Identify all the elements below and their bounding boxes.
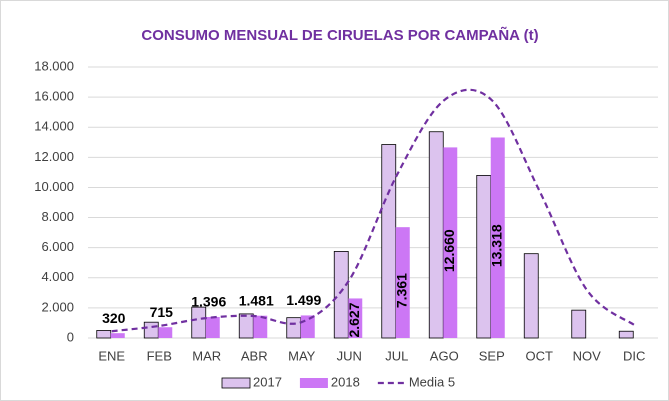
data-label: 320 (102, 310, 126, 326)
y-tick-label: 18.000 (34, 58, 74, 73)
bar (143, 321, 159, 339)
y-tick-label: 12.000 (34, 149, 74, 164)
bar (110, 333, 125, 338)
bar (205, 316, 220, 338)
y-tick-label: 10.000 (34, 179, 74, 194)
y-tick-label: 16.000 (34, 89, 74, 104)
x-tick-label: FEB (147, 348, 172, 363)
bar (348, 298, 363, 338)
bar (286, 317, 302, 339)
y-tick-label: 0 (67, 329, 74, 344)
data-label: 1.396 (191, 294, 226, 310)
legend-label: Media 5 (409, 374, 455, 389)
bar (253, 315, 268, 338)
bar (571, 309, 587, 339)
x-tick-label: MAY (288, 348, 316, 363)
x-tick-label: AGO (430, 348, 459, 363)
chart-title: CONSUMO MENSUAL DE CIRUELAS POR CAMPAÑA … (141, 26, 538, 44)
data-label: 13.318 (488, 224, 504, 267)
legend-key (299, 378, 328, 388)
bar (191, 306, 207, 339)
legend-label: 2018 (331, 374, 360, 389)
x-tick-label: SEP (479, 348, 505, 363)
y-tick-label: 14.000 (34, 119, 74, 134)
bar (490, 137, 505, 338)
y-tick-label: 8.000 (41, 209, 74, 224)
legend-label: 2017 (253, 374, 282, 389)
x-tick-label: ENE (98, 348, 125, 363)
bar (300, 315, 315, 338)
bar (238, 313, 254, 339)
y-tick-label: 4.000 (41, 269, 74, 284)
bar (618, 330, 634, 339)
y-tick-label: 2.000 (41, 299, 74, 314)
bar (158, 327, 173, 338)
bar (443, 147, 458, 338)
data-label: 1.499 (286, 292, 321, 308)
x-tick-label: JUL (385, 348, 408, 363)
data-label: 1.481 (239, 292, 274, 308)
data-label: 7.361 (393, 273, 409, 308)
legend-key (221, 377, 251, 389)
bar (523, 253, 539, 339)
x-tick-label: OCT (526, 348, 554, 363)
x-tick-label: MAR (192, 348, 221, 363)
x-tick-label: DIC (623, 348, 645, 363)
x-tick-label: NOV (573, 348, 602, 363)
bar (96, 330, 112, 339)
line (111, 88, 635, 333)
bar (333, 251, 349, 339)
x-tick-label: JUN (337, 348, 362, 363)
bar (395, 227, 410, 338)
y-tick-label: 6.000 (41, 239, 74, 254)
data-label: 2.627 (346, 302, 362, 337)
data-label: 12.660 (441, 229, 457, 272)
data-label: 715 (150, 304, 174, 320)
x-tick-label: ABR (241, 348, 268, 363)
